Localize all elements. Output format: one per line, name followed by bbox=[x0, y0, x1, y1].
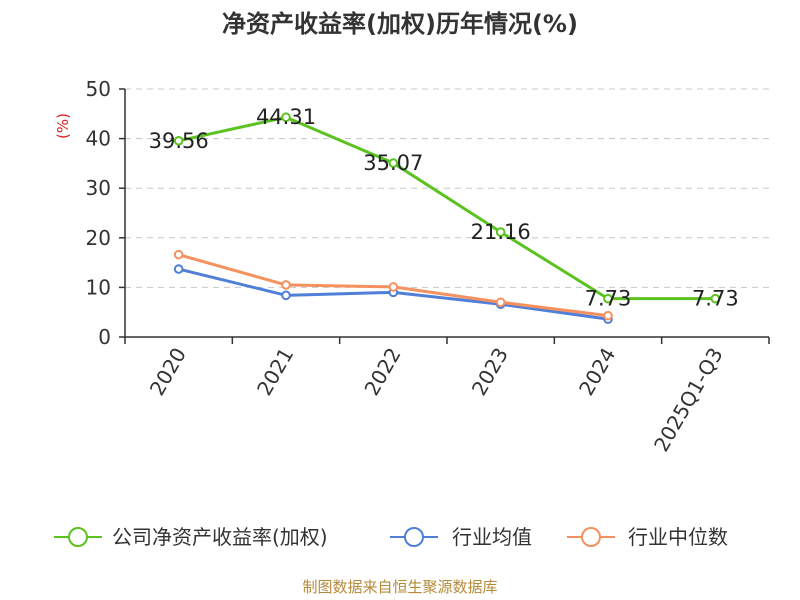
x-tick-label-0: 2020 bbox=[145, 344, 191, 400]
x-tick-label-1: 2021 bbox=[252, 344, 298, 400]
chart-title: 净资产收益率(加权)历年情况(%) bbox=[222, 10, 578, 38]
series-2-point-0 bbox=[173, 249, 184, 260]
x-tick-label-3: 2023 bbox=[467, 343, 513, 399]
series-0-point-3 bbox=[495, 227, 506, 237]
series-1-point-1 bbox=[281, 290, 291, 301]
legend: 公司净资产收益率(加权) 行业均值 行业中位数 bbox=[54, 525, 728, 549]
data-label-0-2: 35.07 bbox=[363, 151, 423, 175]
series-1-point-0 bbox=[173, 264, 184, 274]
series-2-point-2 bbox=[388, 282, 399, 292]
series-0-point-2 bbox=[388, 158, 399, 168]
x-tick-label-2: 2022 bbox=[359, 344, 405, 400]
series-0-point-1 bbox=[281, 112, 291, 123]
y-tick-label-40: 40 bbox=[86, 127, 111, 151]
y-tick-label-10: 10 bbox=[86, 275, 111, 299]
series-0-point-5 bbox=[710, 293, 721, 304]
series-0-point-0 bbox=[173, 135, 184, 146]
legend-marker-1 bbox=[404, 527, 424, 547]
gridlines bbox=[125, 88, 769, 288]
data-labels: 39.56 44.31 35.07 21.16 7.73 7.73 bbox=[149, 105, 739, 310]
series-lines bbox=[173, 112, 721, 324]
y-tick-label-0: 0 bbox=[98, 325, 111, 349]
legend-label-1: 行业均值 bbox=[452, 525, 532, 549]
data-label-0-3: 21.16 bbox=[471, 220, 531, 244]
x-tick-label-4: 2024 bbox=[574, 344, 620, 400]
source-note: 制图数据来自恒生聚源数据库 bbox=[302, 578, 497, 596]
y-tick-label-50: 50 bbox=[86, 77, 111, 101]
legend-marker-2 bbox=[581, 527, 601, 547]
series-line-0 bbox=[178, 115, 716, 301]
series-2-point-3 bbox=[495, 297, 506, 308]
y-tick-label-30: 30 bbox=[86, 176, 111, 200]
legend-label-0: 公司净资产收益率(加权) bbox=[112, 525, 328, 549]
data-label-0-5: 7.73 bbox=[692, 287, 739, 311]
x-tick-label-5: 2025Q1-Q3 bbox=[649, 344, 728, 456]
y-tick-label-20: 20 bbox=[86, 226, 111, 250]
y-axis-unit-label: (%) bbox=[54, 113, 72, 139]
series-0-point-4 bbox=[603, 293, 613, 304]
series-2-point-1 bbox=[281, 280, 291, 290]
data-label-0-1: 44.31 bbox=[256, 105, 316, 129]
series-2-point-4 bbox=[603, 310, 613, 321]
data-label-0-0: 39.56 bbox=[149, 129, 209, 153]
legend-label-2: 行业中位数 bbox=[628, 525, 728, 549]
data-label-0-4: 7.73 bbox=[585, 287, 632, 311]
legend-marker-0 bbox=[68, 527, 88, 547]
